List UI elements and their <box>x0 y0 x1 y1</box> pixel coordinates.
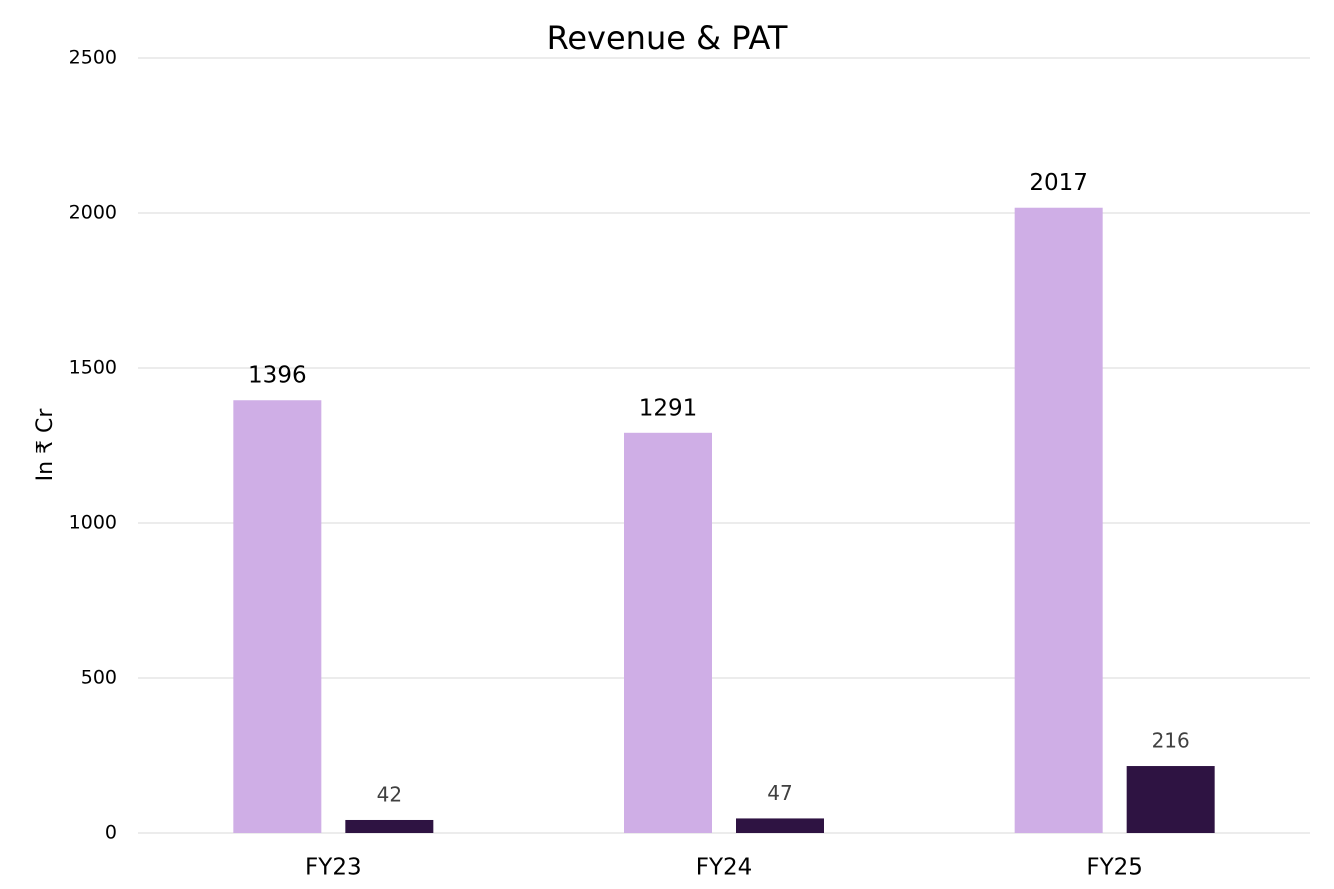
bar <box>1126 766 1215 833</box>
bar <box>345 819 434 833</box>
data-label: 2017 <box>1029 170 1088 196</box>
x-tick-label: FY24 <box>696 855 753 881</box>
data-label: 216 <box>1152 729 1190 753</box>
chart-title: Revenue & PAT <box>547 19 788 57</box>
y-tick-label: 2000 <box>69 202 117 224</box>
data-label: 42 <box>377 782 402 806</box>
data-label: 1291 <box>639 395 698 421</box>
y-tick-label: 1000 <box>69 512 117 534</box>
data-label: 47 <box>767 781 792 805</box>
y-tick-label: 2500 <box>69 47 117 69</box>
y-tick-label: 1500 <box>69 357 117 379</box>
bar <box>233 400 322 833</box>
y-tick-label: 500 <box>81 667 117 689</box>
bar <box>736 818 824 833</box>
y-axis-label: In ₹ Cr <box>33 408 58 482</box>
data-label: 1396 <box>248 363 307 389</box>
y-tick-label: 0 <box>105 822 117 844</box>
x-tick-label: FY23 <box>305 855 362 881</box>
bar <box>1014 207 1103 834</box>
x-tick-label: FY25 <box>1086 855 1143 881</box>
bar <box>624 432 712 833</box>
